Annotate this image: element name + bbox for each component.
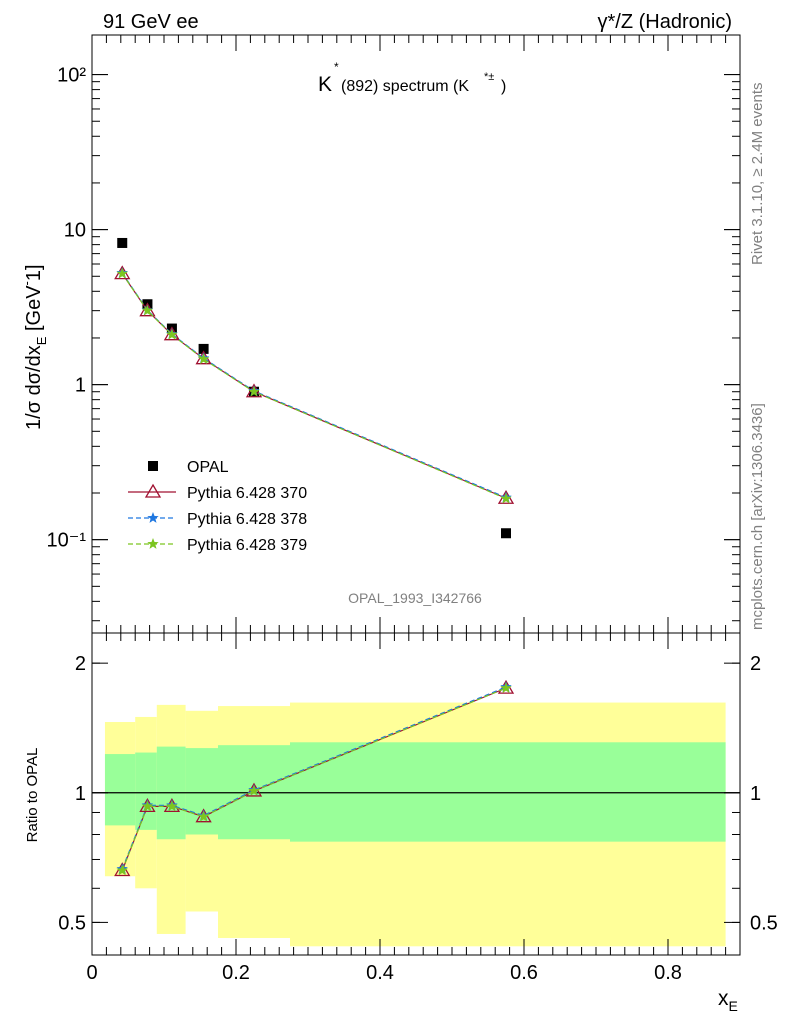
main-series-line-3: [121, 273, 507, 500]
main-point-0-5: [501, 528, 511, 539]
xtick-label: 0: [86, 962, 97, 984]
main-panel-axes: 10⁻¹ 1 10 10²: [47, 34, 741, 634]
main-ylabel: 1/σ dσ/dxE [GeV-1]: [19, 264, 49, 430]
main-point-3-4: [248, 385, 260, 397]
svg-text:K: K: [318, 73, 332, 96]
ratio-point-2-1: [141, 800, 154, 812]
ratio-point-2-0: [116, 864, 128, 876]
ratio-panel-axes: 0.5 0.5 1 1 2 2 0 0.2 0.4 0.6 0.8: [58, 632, 778, 984]
main-point-0-0: [117, 237, 128, 248]
xtick-label: 0.8: [654, 962, 682, 984]
xtick-label: 0.4: [366, 962, 394, 984]
ratio-point-2-4: [248, 784, 260, 796]
svg-text:*: *: [334, 60, 339, 74]
green-band-0: [104, 754, 136, 826]
svg-text:(892) spectrum (K: (892) spectrum (K: [341, 78, 469, 95]
chart-title-sup: *±: [484, 71, 494, 83]
ratio-uncertainty-bands: [104, 702, 726, 947]
header-left: 91 GeV ee: [103, 11, 199, 33]
ratio-point-2-5: [500, 682, 512, 693]
ratio-ytick-label-right: 2: [750, 653, 761, 675]
svg-text:*±: *±: [484, 71, 494, 83]
rivet-label: Rivet 3.1.10, ≥ 2.4M events: [749, 83, 766, 266]
main-panel-series: [114, 237, 515, 539]
main-ytick-label: 10²: [57, 65, 86, 87]
main-point-0-3: [198, 343, 209, 354]
main-point-3-0: [116, 267, 128, 279]
legend-marker-2: [147, 512, 159, 523]
xtick-label: 0.6: [510, 962, 538, 984]
xtick-label: 0.2: [222, 962, 250, 984]
svg-text:1/σ dσ/dxE [GeV-1]: 1/σ dσ/dxE [GeV-1]: [19, 264, 49, 430]
green-band-5: [290, 742, 726, 842]
ratio-ytick-label: 0.5: [58, 912, 86, 934]
main-point-3-3: [197, 353, 210, 364]
legend-label-0: OPAL: [187, 459, 229, 476]
chart-title-k: K: [318, 73, 332, 96]
header-right: γ*/Z (Hadronic): [598, 11, 732, 33]
ratio-ylabel: Ratio to OPAL: [24, 748, 41, 843]
legend-label-1: Pythia 6.428 370: [187, 485, 307, 502]
main-point-3-1: [141, 304, 154, 316]
main-series-line-2: [121, 272, 507, 499]
chart-title-close: ): [501, 78, 506, 95]
ratio-ytick-label: 2: [75, 653, 86, 675]
main-point-3-2: [166, 328, 178, 340]
ratio-panel-series: [114, 679, 515, 877]
ratio-ytick-label: 1: [75, 783, 86, 805]
legend-marker-1: [144, 483, 162, 498]
analysis-id: OPAL_1993_I342766: [348, 590, 482, 606]
ratio-ytick-label-right: 1: [750, 783, 761, 805]
legend-marker-3: [147, 538, 159, 549]
ratio-frame: [91, 632, 741, 956]
ratio-point-2-3: [197, 810, 210, 822]
xlabel: xE: [718, 987, 738, 1014]
green-band-1: [135, 752, 157, 830]
legend-label-2: Pythia 6.428 378: [187, 511, 307, 528]
ratio-point-2-2: [166, 800, 178, 812]
main-ytick-label: 10: [64, 220, 86, 242]
chart-title-star: *: [334, 60, 339, 74]
legend-marker-0: [148, 461, 158, 471]
chart-title-mass: (892) spectrum (K: [341, 78, 469, 95]
svg-text:): ): [501, 78, 506, 95]
legend: OPAL Pythia 6.428 370 Pythia 6.428 378 Pyth…: [128, 459, 307, 554]
chart-title: K * (892) spectrum (K *± ): [318, 60, 506, 96]
main-ytick-label: 1: [75, 375, 86, 397]
ratio-ytick-label-right: 0.5: [750, 912, 778, 934]
main-series-line-1: [121, 273, 507, 499]
legend-label-3: Pythia 6.428 379: [187, 537, 307, 554]
mcplots-label: mcplots.cern.ch [arXiv:1306.3436]: [749, 403, 766, 630]
main-point-3-5: [500, 492, 512, 504]
ratio-series-line-2: [121, 687, 507, 871]
main-ytick-label: 10⁻¹: [47, 530, 87, 552]
